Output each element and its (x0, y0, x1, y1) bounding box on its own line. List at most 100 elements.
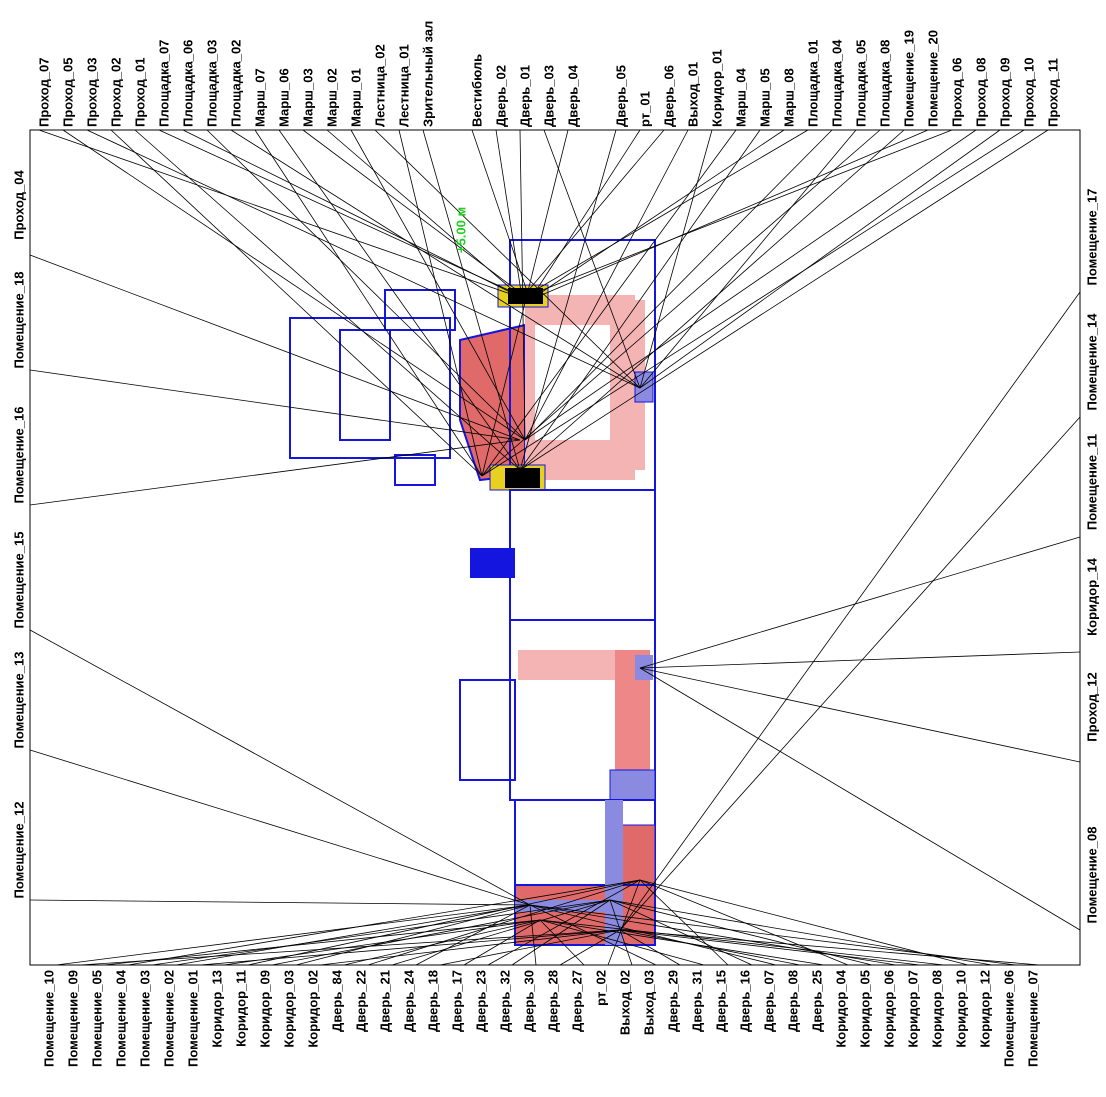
bottom-label: Дверь_21 (377, 970, 392, 1032)
leader-line (640, 668, 1080, 930)
frame (30, 130, 1080, 965)
right-label: Проход_12 (1084, 672, 1099, 742)
leader-line (176, 905, 530, 965)
leader-lines (30, 130, 1080, 965)
top-label: рт_01 (637, 91, 652, 127)
leader-line (620, 930, 1040, 965)
leader-line (640, 537, 1080, 668)
top-label: Площадка_03 (204, 40, 219, 127)
top-label: Проход_06 (949, 57, 964, 127)
leader-line (525, 130, 976, 440)
leader-line (87, 130, 640, 388)
leader-line (640, 668, 1080, 762)
left-label: Помещение_18 (11, 272, 26, 369)
top-label: Дверь_03 (541, 65, 556, 127)
bottom-label: Дверь_24 (401, 969, 416, 1032)
bottom-label: Коридор_13 (209, 970, 224, 1048)
leader-line (620, 292, 1080, 930)
leader-line (525, 130, 832, 440)
left-label: Помещение_16 (11, 407, 26, 504)
leader-line (530, 130, 784, 300)
bottom-label: Помещение_02 (161, 970, 176, 1067)
top-label: Лестница_02 (372, 44, 387, 127)
bottom-label: Коридор_10 (953, 970, 968, 1048)
top-label: Площадка_05 (853, 40, 868, 127)
leader-line (640, 130, 856, 388)
leader-line (30, 440, 520, 505)
top-label: Проход_09 (997, 57, 1012, 127)
top-label: Марш_05 (757, 68, 772, 127)
top-label: Дверь_01 (517, 65, 532, 127)
bottom-label: Дверь_22 (353, 970, 368, 1032)
bottom-label: Дверь_23 (473, 970, 488, 1032)
right-label: Помещение_08 (1084, 827, 1099, 924)
bottom-label: Выход_02 (617, 970, 632, 1035)
bottom-label: Помещение_01 (185, 970, 200, 1067)
top-label: Проход_03 (84, 57, 99, 127)
leader-line (303, 130, 530, 300)
top-label: Помещение_20 (925, 30, 940, 127)
top-label: Проход_02 (108, 57, 123, 127)
bottom-label: Дверь_17 (449, 970, 464, 1032)
top-label: Дверь_06 (661, 65, 676, 127)
bottom-label: Дверь_16 (737, 970, 752, 1032)
top-label: Площадка_02 (228, 40, 243, 127)
bottom-label: Коридор_09 (257, 970, 272, 1048)
leader-line (620, 417, 1080, 930)
top-label: Площадка_01 (805, 40, 820, 127)
top-label: Марш_08 (781, 68, 796, 127)
leader-line (327, 130, 522, 298)
top-label: Дверь_04 (565, 64, 580, 127)
leader-line (530, 130, 928, 300)
leader-line (39, 130, 522, 298)
bottom-label: Коридор_12 (977, 970, 992, 1048)
bottom-label: Дверь_32 (497, 970, 512, 1032)
left-label: Помещение_12 (11, 802, 26, 899)
leader-line (30, 630, 530, 905)
bottom-label: Помещение_03 (137, 970, 152, 1067)
bottom-label: Коридор_06 (881, 970, 896, 1048)
top-label: Проход_05 (60, 57, 75, 127)
leader-line (231, 130, 640, 388)
top-label: Проход_08 (973, 57, 988, 127)
leader-line (135, 130, 520, 470)
bottom-label: Выход_03 (641, 970, 656, 1035)
leader-line (111, 130, 482, 476)
top-label: Марш_06 (276, 68, 291, 127)
leader-line (30, 900, 530, 905)
bottom-label: Дверь_15 (713, 970, 728, 1032)
top-label: Марш_01 (348, 68, 363, 127)
top-label: Марш_04 (733, 68, 748, 127)
top-label: Площадка_08 (877, 40, 892, 127)
bottom-label: Помещение_05 (89, 970, 104, 1067)
leader-line (640, 130, 1000, 388)
bottom-label: Дверь_84 (329, 969, 344, 1032)
bottom-label: Дверь_08 (785, 970, 800, 1032)
leader-line (56, 905, 530, 965)
left-label: Проход_04 (11, 169, 26, 239)
top-label: Проход_11 (1045, 58, 1060, 127)
bottom-label: Дверь_28 (545, 970, 560, 1032)
diagram: +5.00 м Проход_07Проход_05Проход_03Прохо… (0, 0, 1106, 1097)
bottom-label: Коридор_11 (233, 970, 248, 1047)
leader-line (63, 130, 525, 440)
top-label: Проход_07 (36, 57, 51, 127)
bottom-label: Коридор_05 (857, 970, 872, 1048)
bottom-label: Дверь_29 (665, 970, 680, 1032)
leader-line (183, 130, 522, 298)
bottom-label: Помещение_07 (1025, 970, 1040, 1067)
bottom-label: Помещение_06 (1001, 970, 1016, 1067)
leader-line (640, 130, 712, 388)
right-label: Помещение_11 (1084, 434, 1099, 530)
top-label: Лестница_01 (396, 44, 411, 127)
top-label: Площадка_07 (156, 40, 171, 127)
top-label: Проход_10 (1021, 57, 1036, 127)
top-label: Проход_01 (132, 57, 147, 127)
bottom-label: рт_02 (593, 970, 608, 1006)
bottom-label: Помещение_10 (41, 970, 56, 1067)
leader-line (279, 130, 520, 470)
bottom-label: Коридор_02 (305, 970, 320, 1048)
top-label: Дверь_05 (613, 65, 628, 127)
top-label: Площадка_06 (180, 40, 195, 127)
leader-line (224, 920, 540, 965)
